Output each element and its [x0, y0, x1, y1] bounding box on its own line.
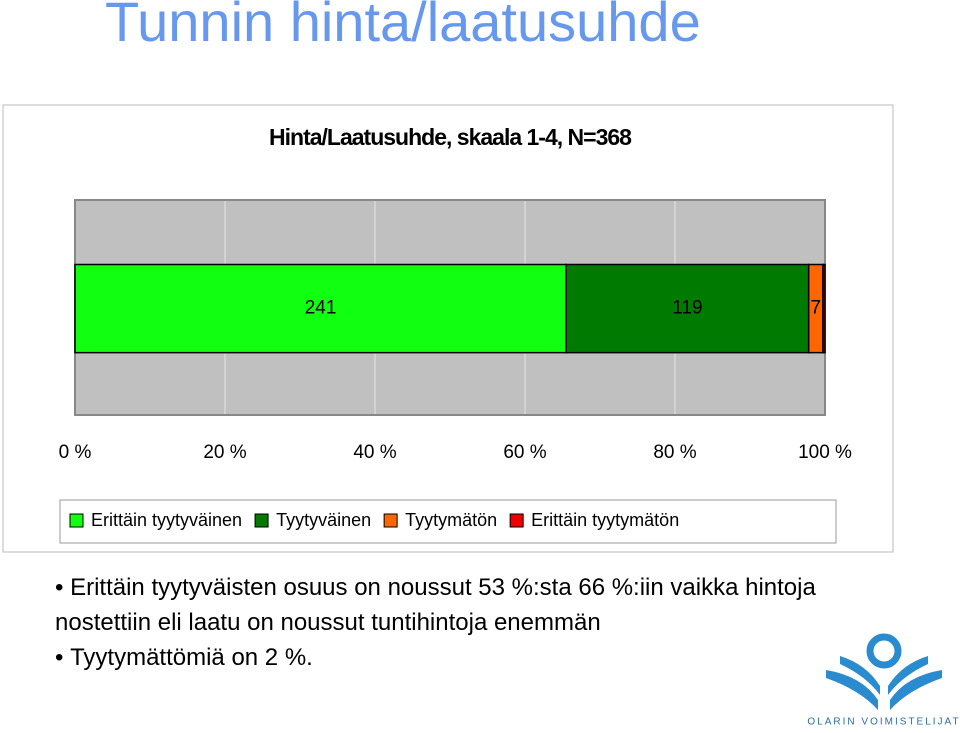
data-label: 241 — [305, 298, 337, 319]
chart-title: Hinta/Laatusuhde, skaala 1-4, N=368 — [269, 124, 632, 150]
data-label: 7 — [811, 298, 822, 319]
legend-swatch — [509, 513, 524, 528]
x-tick-label: 0 % — [59, 442, 92, 463]
bar-segment — [74, 263, 567, 354]
x-tick-label: 60 % — [503, 442, 546, 463]
x-tick-label: 20 % — [203, 442, 246, 463]
legend-swatch — [254, 513, 269, 528]
x-tick-label: 80 % — [653, 442, 696, 463]
legend-box — [59, 499, 837, 544]
x-tick-label: 100 % — [798, 442, 852, 463]
legend-label: Tyytyväinen — [276, 510, 371, 530]
legend-swatch — [383, 513, 398, 528]
x-tick-label: 40 % — [353, 442, 396, 463]
slide-title: Tunnin hinta/laatusuhde — [105, 0, 701, 53]
legend-swatch — [69, 513, 84, 528]
logo-text: OLARIN VOIMISTELIJAT — [807, 717, 960, 728]
legend-label: Erittäin tyytymätön — [531, 510, 679, 530]
bullet-list: Erittäin tyytyväisten osuus on noussut 5… — [55, 570, 870, 675]
legend-label: Tyytymätön — [405, 510, 497, 530]
bar-segment — [822, 263, 826, 354]
data-label: 119 — [672, 298, 702, 319]
legend-label: Erittäin tyytyväinen — [91, 510, 242, 530]
bullet: Erittäin tyytyväisten osuus on noussut 5… — [55, 570, 870, 640]
bullet: Tyytymättömiä on 2 %. — [55, 640, 870, 675]
bar-segment — [565, 263, 810, 354]
